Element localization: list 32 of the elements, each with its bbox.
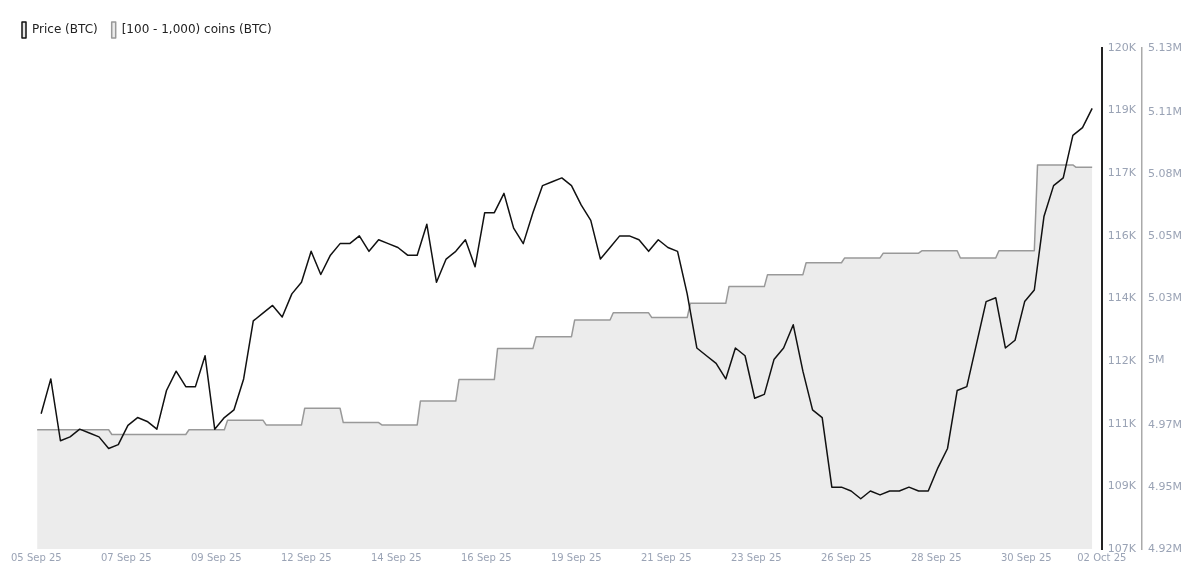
y-tick-label: 109K xyxy=(1107,479,1137,493)
y2-tick-label: 5.08M xyxy=(1148,167,1182,181)
y2-tick-label: 5.13M xyxy=(1148,40,1182,54)
y-tick-label: 112K xyxy=(1107,353,1137,367)
y2-tick-label: 4.92M xyxy=(1148,541,1182,555)
x-tick-label: 30 Sep 25 xyxy=(1000,551,1052,563)
y-tick-label: 114K xyxy=(1107,291,1137,305)
x-tick-label: 02 Oct 25 xyxy=(1077,551,1127,563)
y2-tick-label: 4.97M xyxy=(1148,417,1182,431)
x-tick-label: 21 Sep 25 xyxy=(640,551,692,563)
y2-tick-label: 5.05M xyxy=(1148,229,1182,243)
x-tick-label: 19 Sep 25 xyxy=(550,551,602,563)
x-tick-label: 09 Sep 25 xyxy=(190,551,242,563)
legend-label: [100 - 1,000) coins (BTC) xyxy=(121,22,272,37)
y-tick-label: 120K xyxy=(1107,40,1137,54)
y-tick-label: 111K xyxy=(1107,416,1137,430)
y-tick-label: 116K xyxy=(1107,228,1137,242)
y2-tick-label: 5.03M xyxy=(1148,291,1182,305)
y2-tick-label: 4.95M xyxy=(1148,479,1182,493)
x-tick-label: 16 Sep 25 xyxy=(460,551,512,563)
x-tick-label: 26 Sep 25 xyxy=(820,551,872,563)
legend-label: Price (BTC) xyxy=(32,22,98,37)
x-tick-label: 28 Sep 25 xyxy=(910,551,962,563)
y-tick-label: 119K xyxy=(1107,103,1137,117)
x-tick-label: 14 Sep 25 xyxy=(370,551,422,563)
y-tick-label: 117K xyxy=(1107,166,1137,180)
y2-tick-label: 5M xyxy=(1148,353,1165,367)
x-tick-label: 23 Sep 25 xyxy=(730,551,782,563)
x-tick-label: 05 Sep 25 xyxy=(11,551,62,563)
x-tick-label: 12 Sep 25 xyxy=(280,551,332,563)
y2-tick-label: 5.11M xyxy=(1148,105,1182,119)
x-tick-label: 07 Sep 25 xyxy=(100,551,152,563)
